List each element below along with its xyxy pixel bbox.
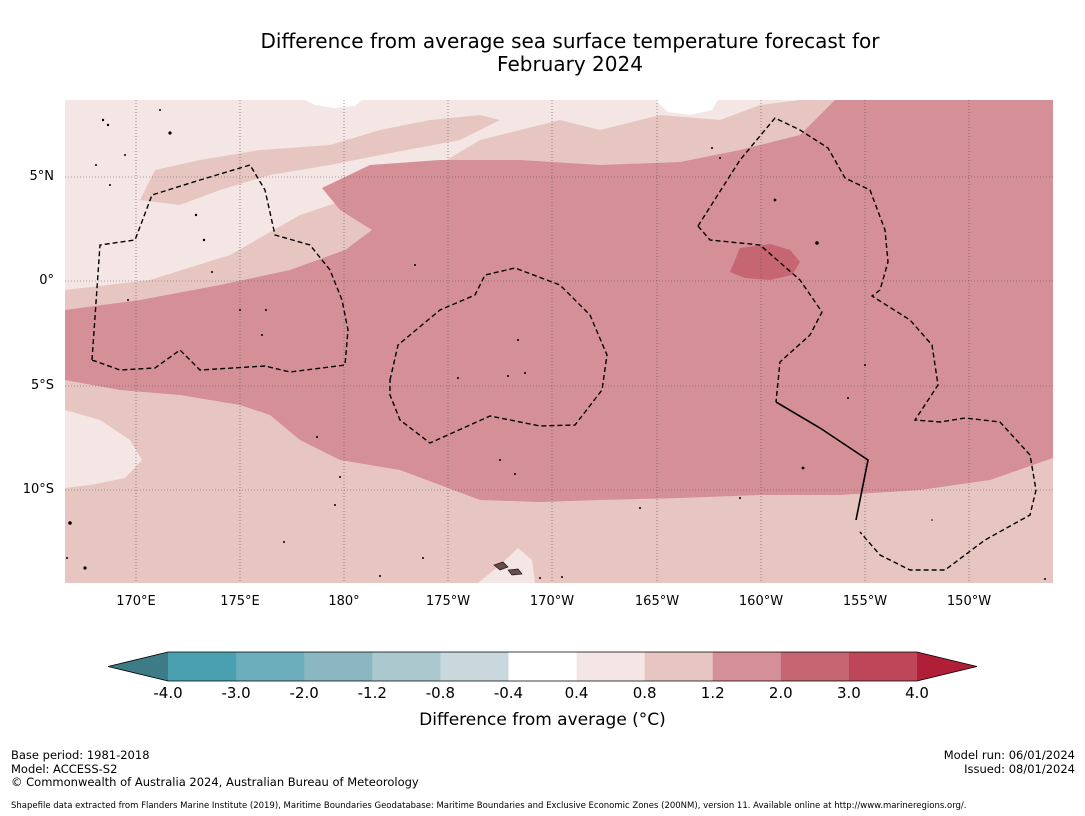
colorbar-segment: [508, 652, 578, 681]
low-anomaly-patch-sw: [65, 410, 142, 488]
shapefile-note: Shapefile data extracted from Flanders M…: [11, 801, 967, 811]
anomaly-band-1.2-2.0: [65, 100, 1053, 502]
colorbar-tick-label: -3.0: [221, 684, 251, 702]
colorbar-tick-label: -0.4: [493, 684, 524, 702]
longitude-gridlines: [135, 100, 970, 583]
colorbar-outline: [107, 651, 978, 682]
lon-label-170w: 170°W: [529, 594, 575, 609]
colorbar-tick-label: -0.8: [425, 684, 455, 702]
model-run: Model run: 06/01/2024: [943, 748, 1075, 762]
near-zero-patch-1: [305, 100, 362, 108]
colorbar-under-arrow: [108, 652, 168, 681]
lon-label-160w: 160°W: [738, 594, 784, 609]
colorbar-tick-label: -4.0: [153, 684, 183, 702]
colorbar-tick-label: 4.0: [905, 684, 929, 702]
lat-label-10s: 10°S: [22, 482, 54, 497]
model-name: Model: ACCESS-S2: [11, 761, 118, 776]
anomaly-band-0.8-1.2-west: [65, 385, 1053, 583]
lat-label-5n: 5°N: [29, 169, 55, 184]
colorbar-over-arrow: [917, 652, 977, 681]
lon-label-155w: 155°W: [842, 594, 888, 609]
anomaly-band-2.0-3.0: [730, 244, 800, 280]
colorbar-tick-label: 2.0: [768, 684, 793, 702]
title-line-1: Difference from average sea surface temp…: [260, 29, 880, 53]
base-period: Base period: 1981-2018: [11, 748, 150, 762]
footer-left: Base period: 1981-2018 Model: ACCESS-S2 …: [11, 748, 419, 790]
colorbar-tick-label: 3.0: [836, 684, 861, 702]
lon-label-150w: 150°W: [946, 594, 992, 609]
lat-label-0: 0°: [39, 273, 54, 288]
maritime-boundary-solid: [775, 401, 869, 521]
colorbar-segment: [440, 652, 509, 681]
colorbar-segment: [236, 652, 305, 681]
colorbar-segment: [712, 652, 782, 681]
lon-label-165w: 165°W: [634, 594, 680, 609]
colorbar-segment: [644, 652, 714, 681]
lon-label-175w: 175°W: [425, 594, 471, 609]
eez-boundary-line-inner: [697, 225, 823, 403]
lon-label-180: 180°: [328, 594, 360, 609]
colorbar-segment: [168, 652, 237, 681]
colorbar-tick-label: 0.8: [632, 684, 657, 702]
lon-label-170e: 170°E: [116, 594, 156, 609]
title-line-2: February 2024: [497, 52, 643, 76]
colorbar-tick-label: -1.2: [357, 684, 387, 702]
colorbar-tick-label: 1.2: [700, 684, 725, 702]
islands: [66, 109, 1046, 580]
near-zero-patch-2: [655, 100, 718, 115]
lon-label-175e: 175°E: [220, 594, 260, 609]
colorbar-segment: [780, 652, 850, 681]
samoa-islands: [493, 561, 523, 576]
eez-boundary-kiribati-phoenix: [389, 267, 608, 444]
colorbar-segment: [304, 652, 373, 681]
colorbar-segment: [576, 652, 646, 681]
eez-boundary-kiribati-gilberts: [91, 164, 349, 373]
colorbar-segment: [372, 652, 441, 681]
copyright: © Commonwealth of Australia 2024, Austra…: [11, 775, 419, 789]
chart-title: Difference from average sea surface temp…: [0, 30, 1085, 76]
colorbar-label: Difference from average (°C): [419, 710, 666, 730]
eez-boundary-kiribati-line: [697, 117, 1037, 571]
footer-right: Model run: 06/01/2024 Issued: 08/01/2024: [943, 748, 1075, 776]
colorbar-segment: [848, 652, 918, 681]
lat-label-5s: 5°S: [30, 378, 54, 393]
colorbar-tick-label: 0.4: [564, 684, 589, 702]
issued-date: Issued: 08/01/2024: [964, 761, 1075, 776]
anomaly-band-0.8-1.2-nw: [140, 115, 500, 205]
colorbar-tick-label: -2.0: [289, 684, 319, 702]
